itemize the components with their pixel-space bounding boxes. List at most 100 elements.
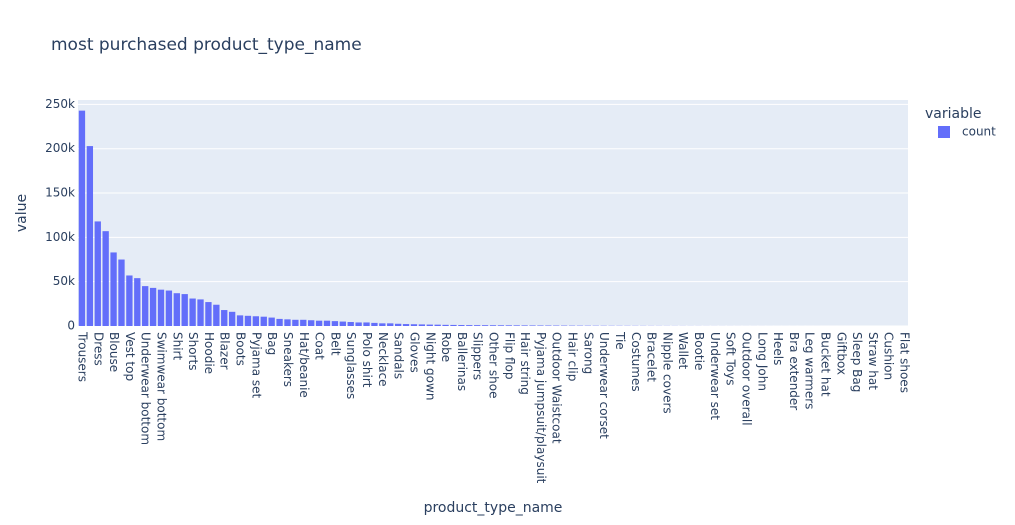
x-tick-label: Bucket hat — [819, 332, 833, 397]
x-tick-label: Sleep Bag — [850, 332, 864, 392]
y-tick-label: 200k — [45, 141, 75, 155]
bar — [244, 315, 252, 326]
x-tick-label: Sunglasses — [344, 332, 358, 399]
x-tick-label: Pyjama set — [249, 332, 263, 399]
bar — [189, 298, 196, 326]
x-tick-label: Underwear corset — [597, 332, 611, 439]
x-tick-label: Slippers — [471, 332, 485, 380]
x-tick-label: Underwear set — [708, 332, 722, 420]
bar — [331, 321, 339, 326]
x-tick-label: Tie — [613, 331, 627, 350]
bar — [474, 325, 481, 326]
bar — [142, 286, 149, 326]
bar — [347, 322, 354, 326]
bar — [292, 319, 299, 326]
x-tick-label: Bootie — [692, 332, 706, 370]
y-tick-label: 50k — [53, 274, 75, 288]
bar — [497, 325, 505, 326]
x-tick-label: Other shoe — [487, 332, 501, 398]
x-tick-label: Polo shirt — [360, 332, 374, 388]
x-tick-label: Gloves — [407, 332, 421, 373]
bar — [450, 324, 457, 326]
bar — [236, 315, 244, 326]
bar — [363, 322, 370, 326]
x-tick-label: Hair clip — [566, 332, 580, 381]
bar — [284, 319, 291, 326]
x-tick-label: Boots — [234, 332, 248, 366]
plot-area — [78, 100, 908, 326]
x-tick-label: Trousers — [75, 331, 89, 382]
x-tick-label: Soft Toys — [724, 332, 738, 385]
bar — [197, 299, 204, 326]
bar — [118, 259, 125, 326]
x-tick-label: Straw hat — [866, 332, 880, 390]
bar — [181, 294, 188, 326]
x-tick-label: Flat shoes — [898, 332, 912, 393]
x-tick-label: Giftbox — [834, 332, 848, 375]
x-tick-label: Nipple covers — [660, 332, 674, 414]
x-tick-label: Wallet — [676, 332, 690, 370]
x-tick-label: Necklace — [376, 332, 390, 387]
x-tick-label: Swimwear bottom — [155, 332, 169, 441]
x-tick-label: Hat/beanie — [297, 332, 311, 398]
x-tick-label: Pyjama jumpsuit/playsuit — [534, 332, 548, 484]
y-axis-title: value — [14, 194, 30, 232]
x-tick-label: Hair string — [518, 332, 532, 395]
bar — [173, 293, 180, 326]
bar — [276, 318, 283, 326]
bar — [94, 221, 101, 326]
x-tick-label: Outdoor overall — [739, 332, 753, 426]
x-tick-label: Sarong — [581, 332, 595, 374]
x-tick-label: Robe — [439, 332, 453, 362]
bar — [355, 322, 362, 326]
bar — [402, 324, 410, 326]
bar — [134, 278, 141, 326]
bar — [300, 319, 307, 326]
x-axis-title: product_type_name — [424, 500, 563, 516]
y-tick-label: 250k — [45, 97, 75, 111]
x-tick-label: Bag — [265, 332, 279, 355]
x-tick-label: Leg warmers — [803, 332, 817, 409]
x-tick-label: Ballerinas — [455, 332, 469, 391]
x-tick-label: Long John — [755, 332, 769, 391]
x-tick-label: Bracelet — [645, 332, 659, 382]
x-tick-label: Flip flop — [502, 332, 516, 380]
x-tick-label: Cushion — [882, 332, 896, 380]
x-tick-label: Dress — [91, 332, 105, 366]
x-tick-label: Underwear bottom — [139, 332, 153, 445]
bar — [78, 110, 86, 327]
bar — [505, 325, 512, 326]
y-tick-label: 0 — [67, 319, 75, 333]
bar — [102, 231, 109, 326]
x-tick-label: Costumes — [629, 332, 643, 392]
bar — [149, 287, 157, 326]
bar — [228, 311, 236, 326]
bar — [418, 324, 426, 326]
x-tick-label: Vest top — [123, 332, 137, 381]
y-tick-label: 100k — [45, 230, 75, 244]
x-tick-label: Heels — [771, 332, 785, 365]
bar — [126, 275, 133, 326]
bar — [521, 325, 528, 326]
x-tick-label: Blouse — [107, 332, 121, 372]
x-tick-label: Night gown — [423, 332, 437, 400]
bar — [513, 325, 520, 326]
bar — [387, 323, 394, 326]
bar — [110, 252, 117, 326]
x-tick-label: Outdoor Waistcoat — [550, 332, 564, 444]
bar — [379, 323, 386, 326]
bar — [410, 324, 418, 326]
chart-title: most purchased product_type_name — [51, 35, 362, 55]
x-tick-label: Sneakers — [281, 332, 295, 387]
bar — [205, 302, 212, 326]
legend-label: count — [962, 125, 996, 139]
bar — [157, 289, 165, 326]
bar — [308, 320, 315, 326]
bar — [466, 325, 473, 326]
bar — [221, 310, 228, 326]
legend-swatch — [938, 126, 950, 138]
bar — [481, 325, 489, 326]
bar — [213, 304, 220, 326]
legend-title: variable — [925, 106, 981, 122]
